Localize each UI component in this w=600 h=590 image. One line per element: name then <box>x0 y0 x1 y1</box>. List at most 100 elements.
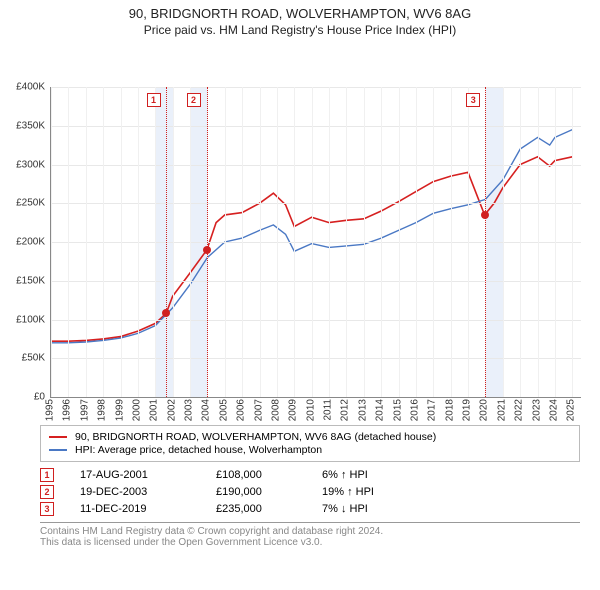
xtick-label: 2010 <box>305 399 316 421</box>
xtick-label: 1995 <box>45 399 56 421</box>
gridline-h <box>51 87 581 88</box>
gridline-v <box>294 87 295 397</box>
transaction-price: £190,000 <box>216 486 296 498</box>
xtick-label: 2025 <box>566 399 577 421</box>
xtick-label: 2015 <box>392 399 403 421</box>
xtick-label: 2024 <box>548 399 559 421</box>
gridline-v <box>155 87 156 397</box>
xtick-label: 2014 <box>375 399 386 421</box>
transaction-table: 117-AUG-2001£108,0006% ↑ HPI219-DEC-2003… <box>40 468 580 516</box>
xtick-label: 2000 <box>131 399 142 421</box>
gridline-v <box>572 87 573 397</box>
gridline-v <box>468 87 469 397</box>
xtick-label: 1997 <box>79 399 90 421</box>
transaction-dash <box>207 87 208 397</box>
marker-box-1: 1 <box>147 93 161 107</box>
gridline-v <box>277 87 278 397</box>
transaction-row: 219-DEC-2003£190,00019% ↑ HPI <box>40 485 580 499</box>
transaction-row: 311-DEC-2019£235,0007% ↓ HPI <box>40 502 580 516</box>
transaction-date: 11-DEC-2019 <box>80 503 190 515</box>
transaction-date: 17-AUG-2001 <box>80 469 190 481</box>
ytick-label: £0 <box>34 392 45 403</box>
legend-swatch <box>49 436 67 438</box>
transaction-price: £108,000 <box>216 469 296 481</box>
title-block: 90, BRIDGNORTH ROAD, WOLVERHAMPTON, WV6 … <box>0 0 600 37</box>
ytick-label: £250K <box>16 198 45 209</box>
chart-area: 123 £0£50K£100K£150K£200K£250K£300K£350K… <box>0 37 600 417</box>
xtick-label: 1999 <box>114 399 125 421</box>
xtick-label: 1998 <box>97 399 108 421</box>
xtick-label: 2011 <box>323 399 334 421</box>
xtick-label: 2009 <box>288 399 299 421</box>
xtick-label: 2002 <box>166 399 177 421</box>
gridline-h <box>51 281 581 282</box>
xtick-label: 1996 <box>62 399 73 421</box>
xtick-label: 2023 <box>531 399 542 421</box>
xtick-label: 2008 <box>270 399 281 421</box>
ytick-label: £200K <box>16 237 45 248</box>
gridline-v <box>68 87 69 397</box>
transaction-dash <box>485 87 486 397</box>
gridline-v <box>103 87 104 397</box>
marker-box-3: 3 <box>466 93 480 107</box>
xtick-label: 2021 <box>496 399 507 421</box>
gridline-v <box>503 87 504 397</box>
transaction-diff: 19% ↑ HPI <box>322 486 422 498</box>
gridline-v <box>399 87 400 397</box>
xtick-label: 2019 <box>462 399 473 421</box>
gridline-v <box>86 87 87 397</box>
gridline-h <box>51 242 581 243</box>
legend-label: HPI: Average price, detached house, Wolv… <box>75 444 322 456</box>
transaction-dash <box>166 87 167 397</box>
marker-dot-2 <box>203 246 211 254</box>
xtick-label: 2004 <box>201 399 212 421</box>
xtick-label: 2018 <box>444 399 455 421</box>
ytick-label: £300K <box>16 159 45 170</box>
ytick-label: £100K <box>16 314 45 325</box>
gridline-h <box>51 203 581 204</box>
gridline-v <box>520 87 521 397</box>
xtick-label: 2022 <box>514 399 525 421</box>
title-line-2: Price paid vs. HM Land Registry's House … <box>0 23 600 37</box>
ytick-label: £400K <box>16 82 45 93</box>
gridline-v <box>260 87 261 397</box>
footer-line-2: This data is licensed under the Open Gov… <box>40 537 580 548</box>
gridline-v <box>138 87 139 397</box>
gridline-v <box>451 87 452 397</box>
transaction-marker: 1 <box>40 468 54 482</box>
gridline-h <box>51 165 581 166</box>
gridline-v <box>364 87 365 397</box>
transaction-row: 117-AUG-2001£108,0006% ↑ HPI <box>40 468 580 482</box>
ytick-label: £50K <box>22 353 45 364</box>
legend-swatch <box>49 449 67 451</box>
xtick-label: 2006 <box>236 399 247 421</box>
gridline-h <box>51 320 581 321</box>
legend-row: HPI: Average price, detached house, Wolv… <box>49 444 571 456</box>
xtick-label: 2001 <box>149 399 160 421</box>
xtick-label: 2016 <box>409 399 420 421</box>
gridline-v <box>51 87 52 397</box>
xtick-label: 2013 <box>357 399 368 421</box>
legend-label: 90, BRIDGNORTH ROAD, WOLVERHAMPTON, WV6 … <box>75 431 436 443</box>
gridline-v <box>346 87 347 397</box>
gridline-h <box>51 358 581 359</box>
ytick-label: £350K <box>16 120 45 131</box>
xtick-label: 2007 <box>253 399 264 421</box>
transaction-marker: 2 <box>40 485 54 499</box>
gridline-v <box>225 87 226 397</box>
gridline-v <box>190 87 191 397</box>
title-line-1: 90, BRIDGNORTH ROAD, WOLVERHAMPTON, WV6 … <box>0 6 600 21</box>
gridline-v <box>538 87 539 397</box>
gridline-v <box>242 87 243 397</box>
gridline-v <box>381 87 382 397</box>
chart-container: 90, BRIDGNORTH ROAD, WOLVERHAMPTON, WV6 … <box>0 0 600 548</box>
gridline-v <box>485 87 486 397</box>
gridline-v <box>173 87 174 397</box>
marker-dot-1 <box>162 309 170 317</box>
gridline-v <box>555 87 556 397</box>
ytick-label: £150K <box>16 275 45 286</box>
legend: 90, BRIDGNORTH ROAD, WOLVERHAMPTON, WV6 … <box>40 425 580 462</box>
gridline-v <box>312 87 313 397</box>
transaction-diff: 7% ↓ HPI <box>322 503 422 515</box>
marker-dot-3 <box>481 211 489 219</box>
